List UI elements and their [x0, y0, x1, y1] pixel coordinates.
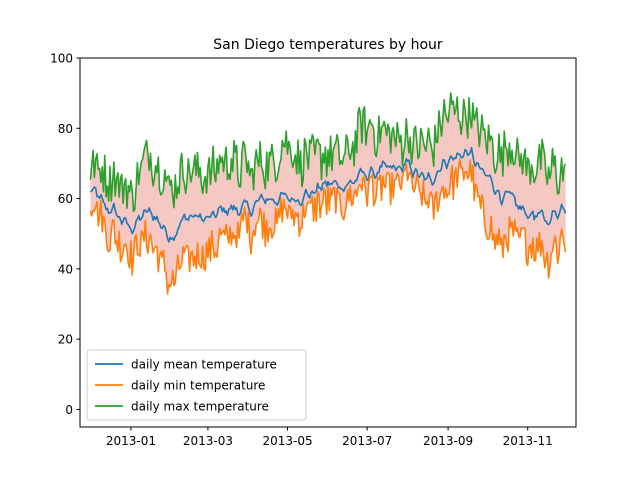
y-tick-label: 80 — [58, 122, 73, 136]
plot-area — [89, 92, 567, 295]
min-max-band — [90, 93, 566, 294]
legend-label: daily max temperature — [131, 400, 269, 414]
y-tick-label: 60 — [58, 192, 73, 206]
x-tick-label: 2013-09 — [423, 434, 473, 448]
y-tick-label: 40 — [58, 262, 73, 276]
y-tick-label: 0 — [65, 403, 73, 417]
y-tick-label: 20 — [58, 333, 73, 347]
legend-box — [86, 349, 307, 421]
series-line-daily-mean-temperature — [89, 147, 567, 243]
axes-frame — [79, 57, 577, 428]
x-tick-label: 2013-11 — [503, 434, 553, 448]
chart-title: San Diego temperatures by hour — [213, 37, 443, 53]
series-line-daily-min-temperature — [89, 158, 567, 295]
x-tick-label: 2013-01 — [106, 434, 156, 448]
series-line-daily-max-temperature — [89, 92, 567, 213]
legend-label: daily mean temperature — [131, 358, 277, 372]
x-tick-label: 2013-07 — [342, 434, 392, 448]
y-tick-label: 100 — [50, 52, 73, 66]
legend-label: daily min temperature — [131, 379, 265, 393]
x-tick-label: 2013-05 — [262, 434, 312, 448]
legend: daily mean temperature daily min temperat… — [86, 349, 307, 421]
x-tick-label: 2013-03 — [183, 434, 233, 448]
